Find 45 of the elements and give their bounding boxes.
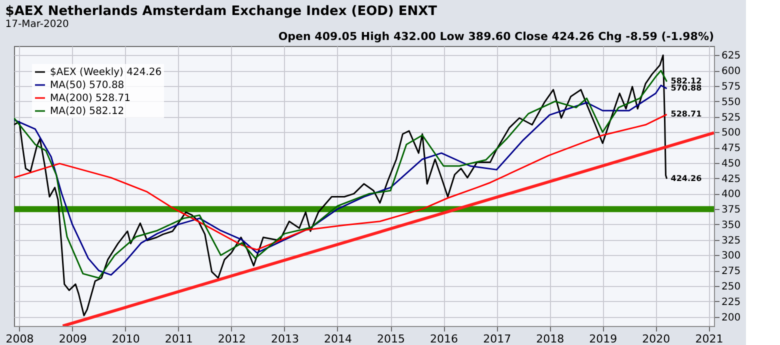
- y-tick-label: 250: [722, 282, 741, 292]
- y-tick-label: 525: [722, 112, 741, 124]
- y-tick-label: 500: [722, 128, 741, 139]
- y-tick-label: 400: [722, 189, 741, 200]
- chart-subtitle: 17-Mar-2020: [5, 19, 69, 30]
- legend-label: MA(200) 528.71: [50, 93, 131, 104]
- line-series: [14, 114, 668, 250]
- data-label: 570.88: [670, 84, 702, 93]
- y-tick-label: 300: [722, 250, 741, 262]
- y-tick-label: 575: [722, 82, 741, 92]
- x-tick-label: 2011: [164, 332, 193, 345]
- x-tick-label: 2008: [6, 332, 34, 345]
- x-tick-label: 2017: [483, 332, 512, 345]
- y-tick-label: 200: [722, 312, 741, 324]
- data-label: 424.26: [670, 174, 702, 183]
- legend-label: MA(20) 582.12: [50, 106, 124, 117]
- x-tick-label: 2020: [642, 332, 670, 345]
- x-tick-label: 2012: [218, 332, 246, 345]
- y-tick-label: 625: [722, 50, 741, 62]
- y-tick-label: 425: [722, 174, 741, 185]
- y-tick-label: 325: [722, 235, 741, 246]
- x-tick-label: 2021: [695, 332, 724, 345]
- x-tick-label: 2018: [536, 332, 564, 345]
- data-label: 528.71: [670, 109, 702, 118]
- x-tick-label: 2019: [589, 332, 618, 345]
- legend-label: $AEX (Weekly) 424.26: [50, 67, 162, 78]
- x-tick-label: 2009: [58, 332, 87, 345]
- x-tick-label: 2013: [270, 332, 299, 345]
- x-tick-label: 2014: [324, 332, 352, 345]
- y-tick-label: 475: [722, 143, 741, 154]
- y-tick-label: 275: [722, 266, 741, 278]
- x-tick-label: 2015: [377, 332, 406, 345]
- x-tick-label: 2010: [112, 332, 140, 345]
- y-tick-label: 225: [722, 296, 741, 308]
- y-tick-label: 450: [722, 158, 741, 170]
- y-tick-label: 375: [722, 204, 741, 216]
- line-series: [14, 54, 668, 316]
- text: Open 409.05 High 432.00 Low 389.60 Close 424.26 Chg -8.59 (-1.98%): [278, 30, 714, 43]
- y-tick-label: 550: [722, 96, 741, 108]
- x-tick-label: 2016: [430, 332, 458, 345]
- legend-label: MA(50) 570.88: [50, 80, 124, 91]
- y-tick-label: 350: [722, 220, 741, 231]
- y-tick-label: 600: [722, 66, 741, 78]
- chart-title: $AEX Netherlands Amsterdam Exchange Index (EOD) ENXT: [5, 4, 438, 19]
- data-label: 582.12: [670, 76, 702, 86]
